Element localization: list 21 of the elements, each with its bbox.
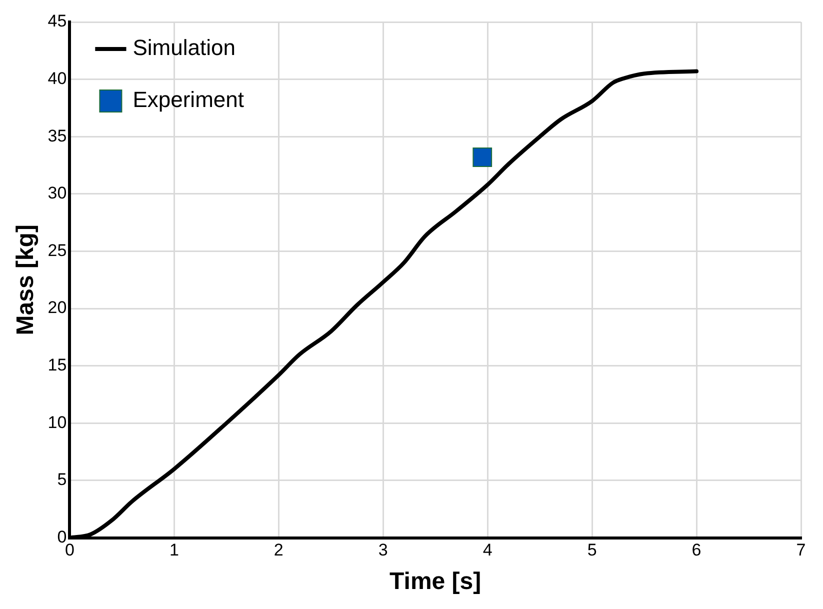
x-tick-label: 1	[169, 540, 179, 560]
y-tick-label: 45	[48, 12, 67, 31]
y-tick-label: 25	[48, 240, 67, 260]
y-tick-label: 30	[48, 184, 67, 203]
y-tick-label: 0	[57, 527, 67, 546]
y-tick-label: 40	[48, 69, 67, 88]
x-tick-label: 7	[796, 540, 806, 560]
y-tick-label: 5	[57, 470, 67, 490]
y-tick-label: 10	[48, 412, 67, 432]
x-tick-label: 6	[692, 540, 702, 560]
y-tick-label: 15	[48, 356, 67, 375]
y-tick-label: 35	[48, 126, 67, 146]
x-tick-label: 3	[378, 540, 388, 560]
x-axis-title: Time [s]	[390, 568, 482, 596]
x-tick-label: 5	[587, 540, 597, 560]
x-tick-label: 2	[274, 540, 284, 560]
legend-label: Simulation	[132, 35, 236, 60]
x-tick-label: 4	[482, 540, 492, 560]
legend-label: Experiment	[132, 87, 244, 112]
y-tick-label: 20	[48, 298, 67, 318]
y-axis-title: Mass [kg]	[12, 224, 40, 336]
